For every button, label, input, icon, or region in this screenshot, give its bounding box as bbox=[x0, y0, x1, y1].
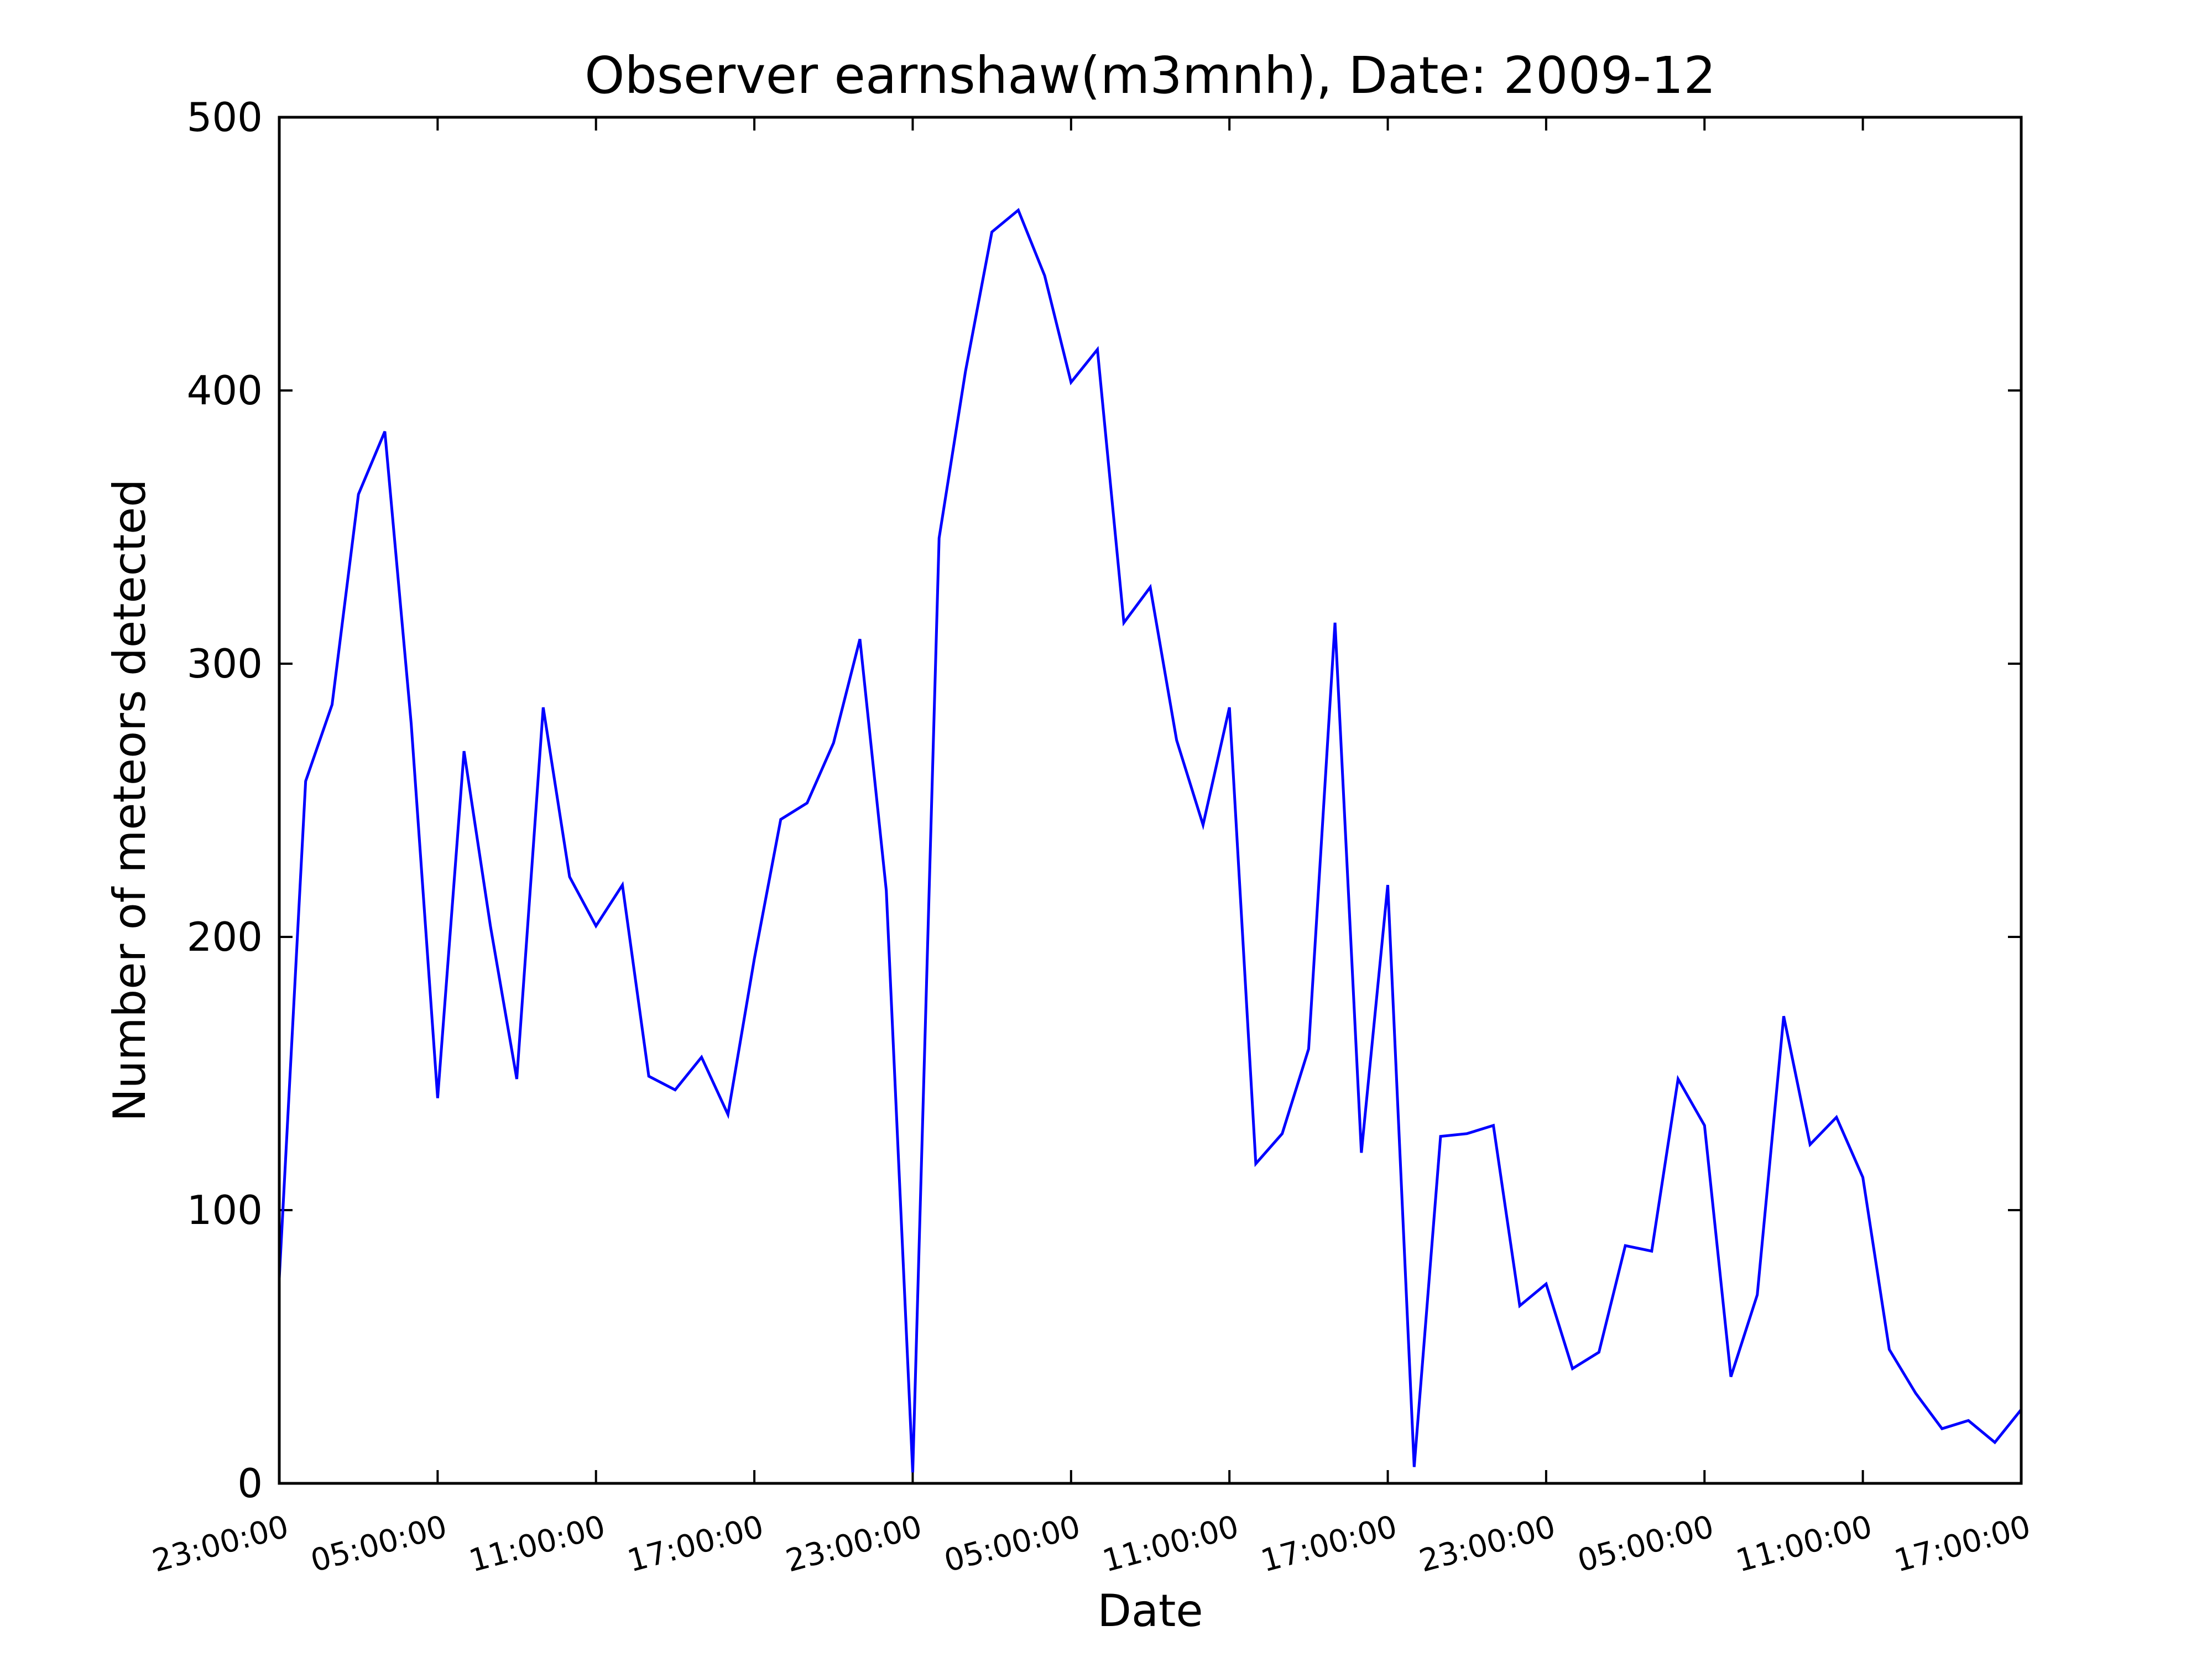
y-tick-label: 300 bbox=[187, 640, 263, 687]
x-tick-label: 17:00:00 bbox=[624, 1509, 768, 1580]
x-tick-label: 17:00:00 bbox=[1891, 1509, 2034, 1580]
x-tick-label: 23:00:00 bbox=[1416, 1509, 1559, 1580]
x-axis-ticks: 23:00:00 05:00:00 11:00:00 17:00:00 23:00:00… bbox=[149, 117, 2034, 1580]
y-tick-label: 400 bbox=[187, 367, 263, 414]
y-tick-label: 500 bbox=[187, 94, 263, 140]
chart-title: Observer earnshaw(m3mnh), Date: 2009-12 bbox=[585, 46, 1716, 105]
y-tick-label: 100 bbox=[187, 1187, 263, 1233]
x-tick-label: 11:00:00 bbox=[466, 1509, 609, 1580]
y-tick-label: 200 bbox=[187, 914, 263, 960]
x-tick-label: 23:00:00 bbox=[149, 1509, 293, 1580]
plot-area-frame bbox=[278, 116, 2023, 1485]
x-axis-label: Date bbox=[1097, 1585, 1203, 1637]
x-tick-label: 05:00:00 bbox=[1574, 1509, 1718, 1580]
series-line bbox=[278, 207, 2022, 1473]
series-layer bbox=[278, 207, 2022, 1473]
x-tick-label: 05:00:00 bbox=[941, 1509, 1084, 1580]
y-axis-label: Number of meteors detected bbox=[104, 479, 155, 1122]
x-tick-label: 11:00:00 bbox=[1732, 1509, 1876, 1580]
y-tick-label: 0 bbox=[237, 1460, 263, 1507]
x-tick-label: 05:00:00 bbox=[307, 1509, 451, 1580]
x-tick-label: 11:00:00 bbox=[1099, 1509, 1243, 1580]
x-tick-label: 23:00:00 bbox=[782, 1509, 926, 1580]
y-axis-ticks: 0 100 200 300 400 500 bbox=[187, 94, 2021, 1507]
x-tick-label: 17:00:00 bbox=[1257, 1509, 1401, 1580]
